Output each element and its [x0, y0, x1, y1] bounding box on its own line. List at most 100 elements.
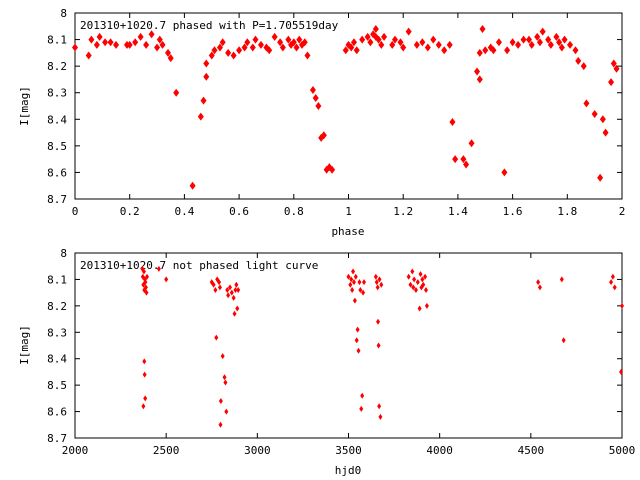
phased-plot-data-point	[597, 173, 604, 182]
phased-plot-data-point	[545, 35, 552, 44]
time-plot-data-point	[359, 405, 364, 412]
time-plot-x-tick-label: 4500	[518, 444, 545, 457]
phased-plot-points	[72, 24, 620, 190]
phased-plot-y-tick-label: 8.2	[47, 60, 67, 73]
phased-plot-data-point	[495, 38, 502, 47]
time-plot-data-point	[142, 358, 147, 365]
time-plot-data-point	[226, 292, 231, 299]
phased-plot-data-point	[329, 165, 336, 174]
phased-plot-data-point	[320, 131, 327, 140]
time-plot-data-point	[610, 273, 615, 280]
phased-plot-data-point	[400, 43, 407, 52]
phased-plot-data-point	[249, 43, 256, 52]
phased-plot-data-point	[526, 35, 533, 44]
phased-plot-y-tick-label: 8.6	[47, 166, 67, 179]
phased-plot-data-point	[216, 43, 223, 52]
phased-plot-panel: 201310+1020.7 phased with P=1.705519day …	[18, 7, 625, 238]
phased-plot-x-label: phase	[331, 225, 364, 238]
phased-plot-data-point	[126, 40, 133, 49]
time-plot-y-label: I[mag]	[18, 325, 31, 365]
phased-plot-data-point	[88, 35, 95, 44]
time-plot-x-tick-label: 5000	[609, 444, 636, 457]
time-plot-data-point	[141, 268, 146, 275]
phased-plot-data-point	[252, 35, 259, 44]
phased-plot-data-point	[520, 35, 527, 44]
phased-plot-data-point	[490, 46, 497, 55]
time-plot-data-point	[220, 353, 225, 360]
time-plot-x-tick-label: 2000	[62, 444, 89, 457]
phased-plot-data-point	[583, 99, 590, 108]
phased-plot-data-point	[460, 155, 467, 164]
phased-plot-data-point	[148, 30, 155, 39]
phased-plot-data-point	[348, 43, 355, 52]
time-plot-data-point	[143, 279, 148, 286]
phased-plot-x-tick-label: 1.6	[503, 205, 523, 218]
phased-plot-data-point	[405, 27, 412, 36]
time-plot-data-point	[377, 403, 382, 410]
time-plot-data-point	[421, 281, 426, 288]
phased-plot-data-point	[378, 40, 385, 49]
phased-plot-data-point	[580, 62, 587, 71]
phased-plot-data-point	[482, 46, 489, 55]
time-plot-data-point	[406, 273, 411, 280]
phased-plot-data-point	[359, 35, 366, 44]
phased-plot-data-point	[602, 128, 609, 137]
phased-plot-data-point	[479, 24, 486, 33]
phased-plot-y-tick-label: 8.5	[47, 140, 67, 153]
phased-plot-data-point	[463, 160, 470, 169]
phased-plot-data-point	[154, 43, 161, 52]
time-plot-data-point	[411, 284, 416, 291]
time-plot-data-point	[410, 268, 415, 275]
time-plot-data-point	[361, 279, 366, 286]
time-plot-x-tick-label: 4000	[426, 444, 453, 457]
phased-plot-data-point	[528, 40, 535, 49]
phased-plot-data-point	[446, 40, 453, 49]
phased-plot-data-point	[397, 38, 404, 47]
time-plot-data-point	[358, 287, 363, 293]
time-plot-data-point	[164, 276, 169, 283]
phased-plot-data-point	[197, 112, 204, 121]
phased-plot-x-tick-label: 0.4	[174, 205, 194, 218]
phased-plot-data-point	[413, 40, 420, 49]
phased-plot-data-point	[515, 40, 522, 49]
phased-plot-data-point	[293, 43, 300, 52]
time-plot-data-point	[217, 279, 222, 286]
time-plot-data-point	[355, 326, 360, 333]
phased-plot-data-point	[476, 48, 483, 57]
phased-plot-data-point	[159, 40, 166, 49]
phased-plot-data-point	[203, 59, 210, 68]
time-plot-data-point	[349, 276, 354, 283]
time-plot-data-point	[218, 398, 223, 404]
phased-plot-data-point	[389, 40, 396, 49]
phased-plot-data-point	[203, 72, 210, 81]
time-plot-data-point	[376, 318, 381, 325]
time-plot-data-point	[354, 337, 359, 344]
time-plot-data-point	[145, 273, 150, 280]
phased-plot-data-point	[236, 46, 243, 55]
time-plot-data-point	[348, 281, 353, 288]
phased-plot-data-point	[372, 24, 379, 33]
time-plot-ticks: 2000 2500 3000 3500 4000 4500 5000 8 8.1 8.2 8.3 8.…	[47, 247, 635, 457]
phased-plot-data-point	[342, 46, 349, 55]
time-plot-data-point	[374, 279, 379, 286]
phased-plot-data-point	[350, 38, 357, 47]
time-plot-data-point	[233, 287, 238, 293]
phased-plot-data-point	[85, 51, 92, 60]
time-plot-data-point	[620, 302, 624, 309]
phased-plot-data-point	[230, 51, 237, 60]
time-plot-data-point	[351, 268, 356, 275]
time-plot-data-point	[222, 374, 227, 381]
time-plot-data-point	[142, 371, 147, 378]
time-plot-data-point	[234, 281, 239, 288]
phased-plot-x-tick-label: 0.2	[120, 205, 140, 218]
time-plot-data-point	[141, 403, 146, 410]
phased-plot-data-point	[244, 38, 251, 47]
phased-plot-data-point	[285, 35, 292, 44]
time-plot-data-point	[420, 276, 425, 283]
time-plot-x-label: hjd0	[335, 464, 362, 477]
phased-plot-data-point	[556, 38, 563, 47]
phased-plot-data-point	[107, 38, 114, 47]
phased-plot-data-point	[143, 40, 150, 49]
time-plot-data-point	[357, 279, 362, 286]
